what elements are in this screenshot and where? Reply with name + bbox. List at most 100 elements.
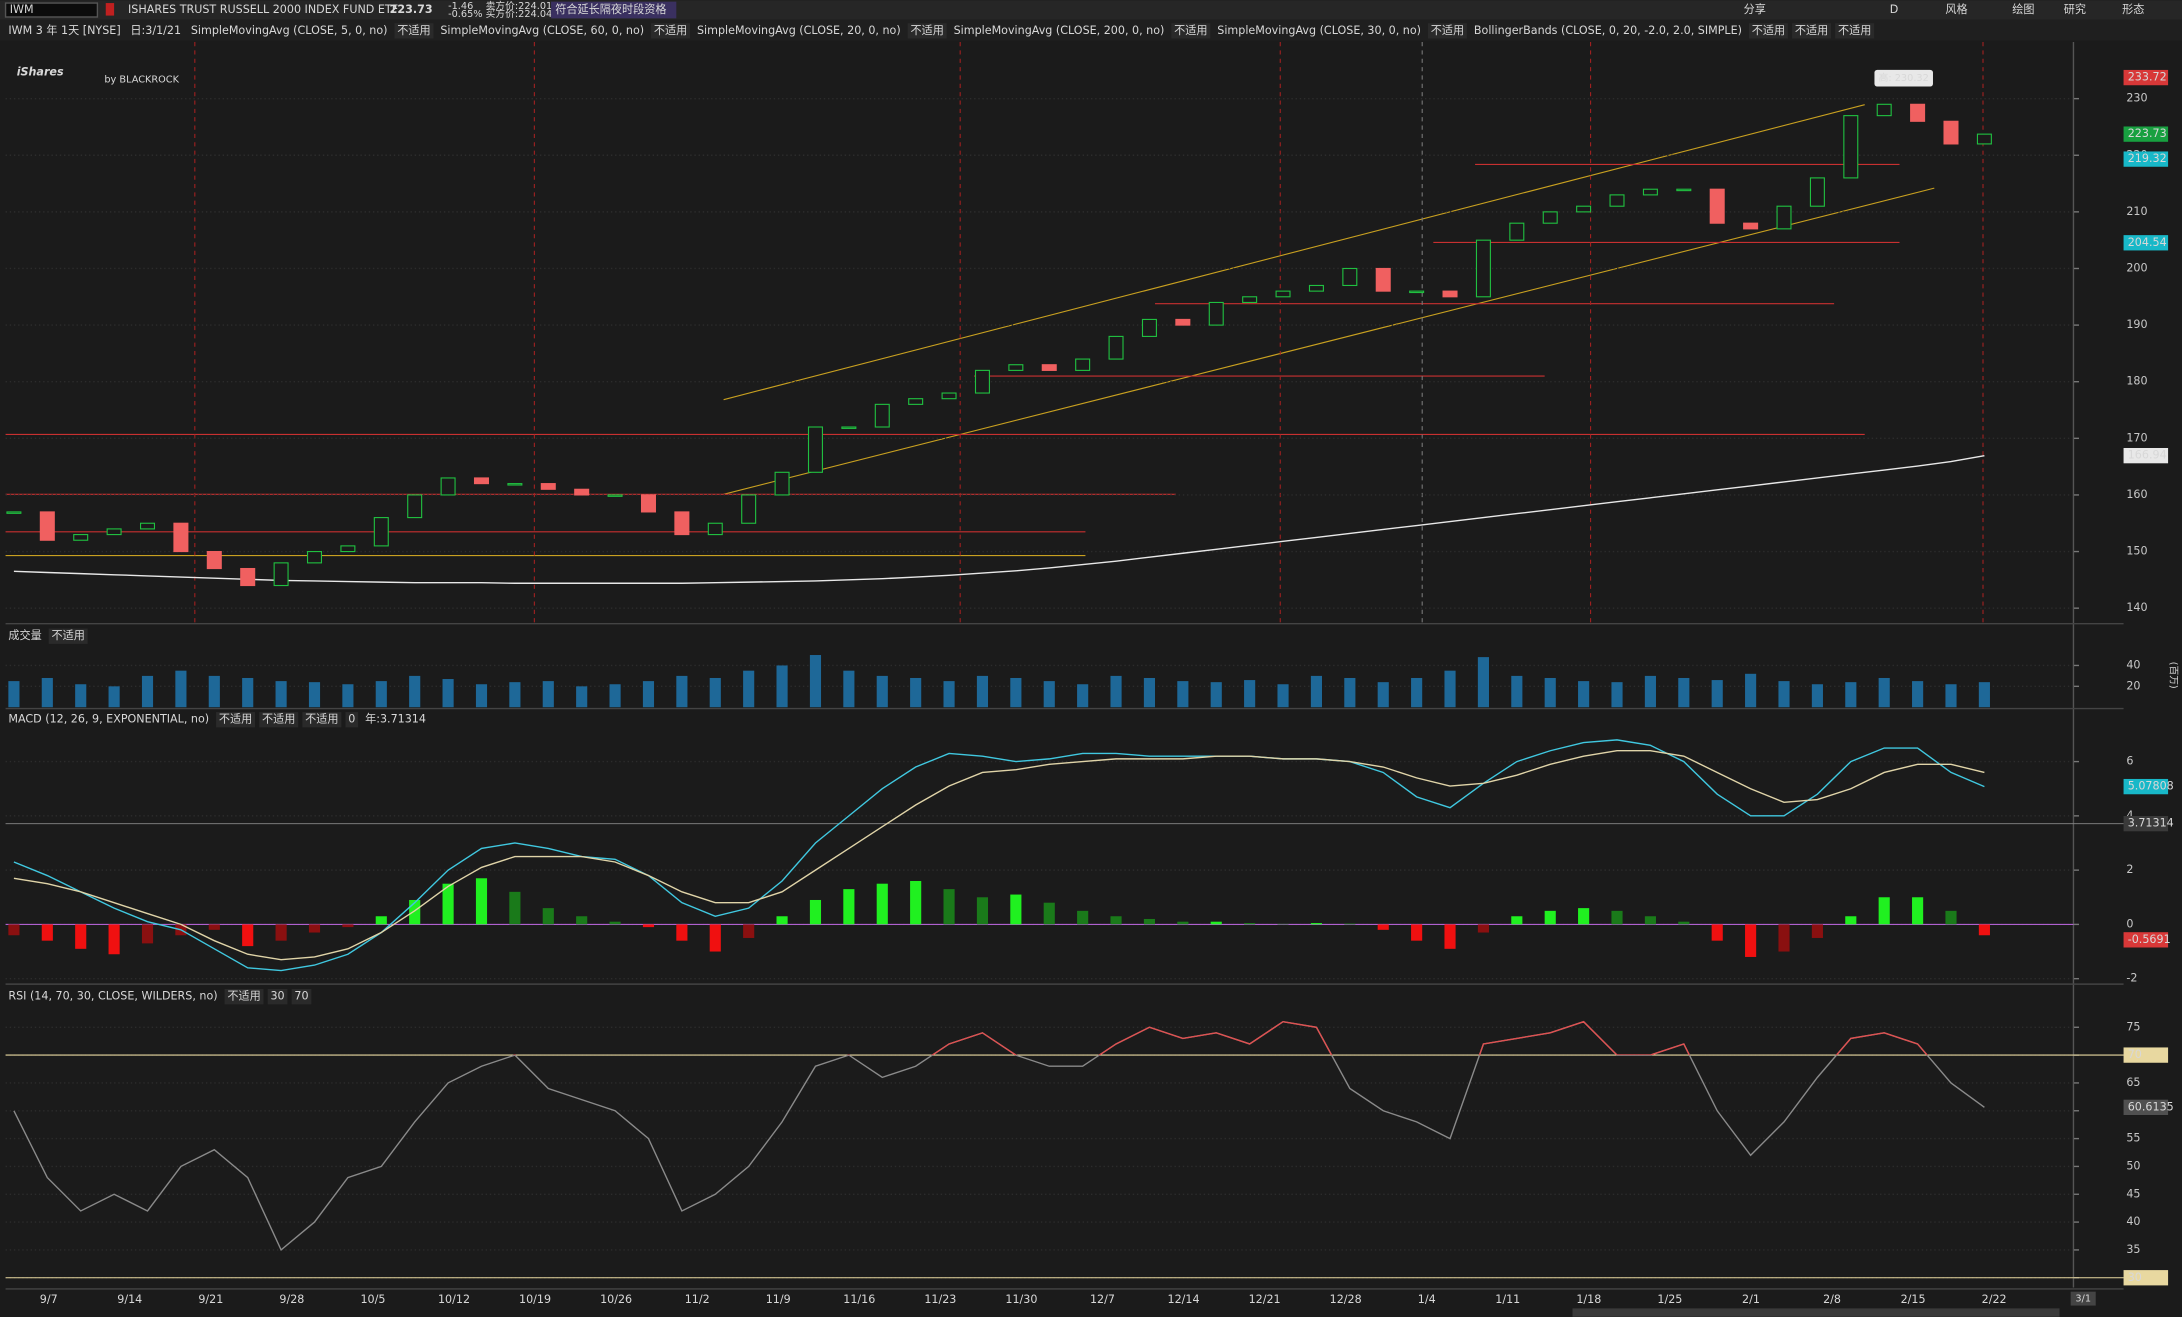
candle bbox=[507, 483, 523, 486]
y-tick-label: 55 bbox=[2126, 1132, 2140, 1145]
histogram-bar bbox=[1043, 902, 1055, 925]
candle bbox=[6, 511, 22, 514]
panel-status: 不适用 bbox=[227, 990, 260, 1003]
volume-bar bbox=[1210, 682, 1222, 708]
x-tick-label: 1/25 bbox=[1657, 1293, 1682, 1306]
symbol[interactable]: IWM bbox=[10, 3, 34, 16]
value-tag bbox=[2123, 69, 2169, 86]
x-tick-label: 10/26 bbox=[600, 1293, 632, 1306]
panel-title: 成交量 bbox=[8, 628, 41, 642]
volume-bar bbox=[275, 681, 287, 708]
panel-status-box bbox=[302, 712, 342, 728]
volume-bar bbox=[409, 675, 421, 708]
x-tick-label: 11/2 bbox=[685, 1293, 710, 1306]
candle bbox=[1876, 103, 1892, 117]
y-tick-label: -2 bbox=[2126, 972, 2137, 985]
histogram-bar bbox=[1344, 923, 1356, 925]
panel-status-box bbox=[48, 628, 88, 644]
candle bbox=[1910, 103, 1926, 122]
x-tick-label: 1/11 bbox=[1495, 1293, 1520, 1306]
end-label: 3/1 bbox=[2075, 1294, 2091, 1305]
value-tag bbox=[2123, 1099, 2169, 1116]
symbol-input[interactable] bbox=[4, 2, 99, 18]
histogram-bar bbox=[475, 878, 488, 925]
histogram-bar bbox=[1678, 921, 1690, 925]
value-tag bbox=[2123, 932, 2169, 948]
candle bbox=[841, 426, 857, 429]
histogram-bar bbox=[1711, 924, 1723, 941]
histogram-bar bbox=[1845, 916, 1857, 925]
histogram-bar bbox=[342, 924, 354, 928]
change: -1.46 bbox=[448, 1, 473, 12]
toolbar-button[interactable]: 研究 bbox=[2064, 2, 2086, 16]
histogram-bar bbox=[709, 924, 721, 952]
x-tick-label: 9/28 bbox=[279, 1293, 304, 1306]
candle bbox=[340, 545, 356, 553]
study-status: 不适用 bbox=[397, 24, 430, 37]
histogram-bar bbox=[75, 924, 87, 949]
y-tick-label: 2 bbox=[2126, 863, 2133, 876]
volume-bar bbox=[642, 681, 655, 708]
x-tick-label: 2/15 bbox=[1901, 1293, 1926, 1306]
candle bbox=[1542, 211, 1558, 224]
histogram-bar bbox=[208, 924, 220, 930]
value-tag bbox=[2123, 447, 2169, 464]
volume-bar bbox=[1244, 680, 1256, 708]
volume-bar bbox=[1344, 677, 1356, 708]
x-tick-label: 12/7 bbox=[1090, 1293, 1115, 1306]
candle bbox=[1609, 194, 1625, 207]
volume-bar bbox=[1811, 684, 1823, 708]
toolbar-button[interactable]: D bbox=[1890, 3, 1899, 16]
volume-bar bbox=[609, 684, 621, 708]
histogram-bar bbox=[976, 897, 989, 925]
study-status-box bbox=[394, 23, 434, 39]
candle bbox=[1509, 222, 1525, 241]
toolbar-button[interactable]: 风格 bbox=[1945, 2, 1967, 16]
study-label: SimpleMovingAvg (CLOSE, 5, 0, no) bbox=[191, 24, 388, 37]
value-tag bbox=[2123, 151, 2169, 167]
histogram-bar bbox=[1511, 916, 1523, 925]
volume-bar bbox=[1511, 675, 1523, 708]
volume-bar bbox=[1878, 677, 1890, 708]
histogram-bar bbox=[509, 891, 521, 925]
x-tick-label: 1/4 bbox=[1418, 1293, 1436, 1306]
histogram-bar bbox=[275, 924, 287, 941]
histogram-bar bbox=[676, 924, 688, 941]
candle bbox=[807, 426, 823, 473]
x-tick-label: 10/19 bbox=[519, 1293, 551, 1306]
toolbar-button[interactable]: 分享 bbox=[1744, 2, 1766, 16]
panel-status: 不适用 bbox=[262, 713, 295, 726]
rsi-line-overbought bbox=[512, 1020, 1929, 1056]
panel-status-box bbox=[216, 712, 256, 728]
scrollbar[interactable] bbox=[1572, 1308, 2060, 1317]
volume-bar bbox=[1043, 681, 1055, 708]
volume-bar bbox=[1845, 682, 1857, 708]
candle bbox=[1308, 284, 1324, 292]
bid: 买方价:224.04 bbox=[486, 7, 553, 20]
volume-bar bbox=[442, 679, 454, 708]
volume-bar bbox=[843, 670, 855, 708]
x-tick-label: 9/7 bbox=[40, 1293, 58, 1306]
y-tick-label: 210 bbox=[2126, 205, 2147, 218]
x-tick-label: 1/18 bbox=[1576, 1293, 1601, 1306]
volume-bar bbox=[375, 681, 387, 708]
volume-bar bbox=[976, 675, 989, 708]
candle bbox=[73, 534, 89, 541]
value-tag-label: 166.94 bbox=[2128, 449, 2167, 462]
panel-status-box bbox=[259, 712, 299, 728]
candle bbox=[1743, 222, 1759, 230]
candle bbox=[139, 522, 156, 530]
study-status-box bbox=[651, 23, 691, 39]
value-tag-label: 5.07808 bbox=[2128, 780, 2174, 793]
change-pct: -0.65% bbox=[448, 9, 482, 20]
candle bbox=[1943, 120, 1959, 145]
toolbar-button[interactable]: 绘图 bbox=[2012, 2, 2034, 16]
study-status: 不适用 bbox=[1795, 24, 1828, 37]
histogram-bar bbox=[1310, 923, 1323, 925]
volume-bar bbox=[308, 682, 321, 708]
macd-line bbox=[13, 750, 1985, 961]
toolbar-button[interactable]: 形态 bbox=[2122, 3, 2144, 16]
zero-label: 0 bbox=[348, 713, 355, 726]
y-tick-label: 75 bbox=[2126, 1020, 2140, 1033]
